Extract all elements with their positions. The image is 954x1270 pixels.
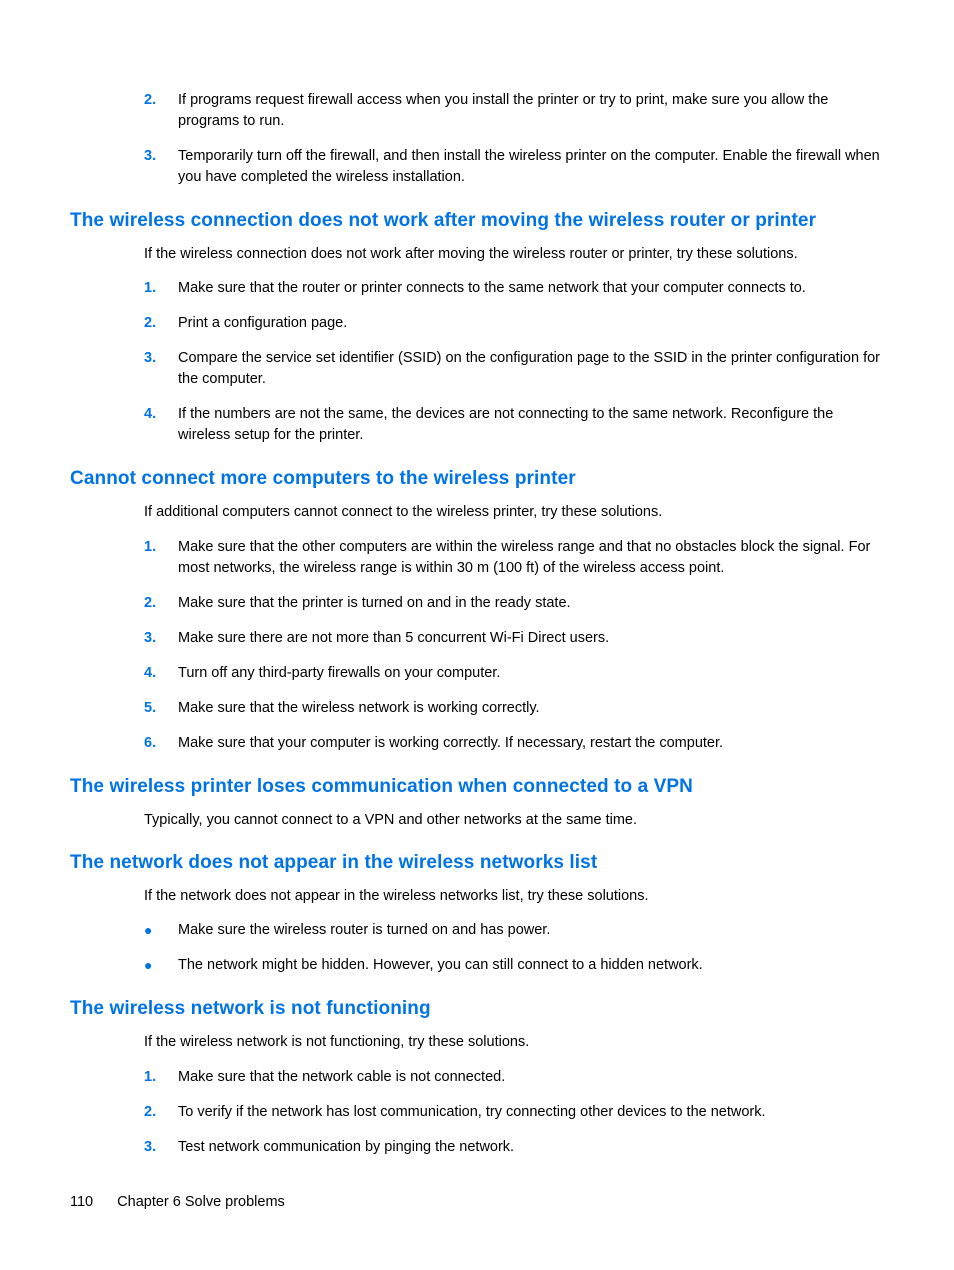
list-number: 3. [144,348,178,369]
section-heading: Cannot connect more computers to the wir… [70,468,884,490]
section-intro: If the wireless connection does not work… [144,244,884,264]
list-text: Print a configuration page. [178,313,884,334]
list-text: If programs request firewall access when… [178,90,884,132]
list-item: 4. Turn off any third-party firewalls on… [144,663,884,684]
section-intro: Typically, you cannot connect to a VPN a… [144,810,884,830]
list-number: 2. [144,90,178,111]
list-text: Compare the service set identifier (SSID… [178,348,884,390]
intro-ordered-list: 2. If programs request firewall access w… [144,90,884,188]
document-page: 2. If programs request firewall access w… [0,0,954,1158]
list-number: 2. [144,1102,178,1123]
list-text: If the numbers are not the same, the dev… [178,404,884,446]
section-intro: If additional computers cannot connect t… [144,502,884,522]
list-item: 1. Make sure that the router or printer … [144,278,884,299]
list-item: 1. Make sure that the other computers ar… [144,537,884,579]
bullet-icon: ● [144,955,178,976]
list-text: Make sure that the printer is turned on … [178,593,884,614]
ordered-list: 1. Make sure that the router or printer … [144,278,884,446]
list-item: 2. Print a configuration page. [144,313,884,334]
section-heading: The wireless network is not functioning [70,998,884,1020]
list-text: Make sure that the wireless network is w… [178,698,884,719]
page-footer: 110 Chapter 6 Solve problems [70,1194,285,1210]
list-number: 5. [144,698,178,719]
list-item: 2. Make sure that the printer is turned … [144,593,884,614]
list-item: 2. To verify if the network has lost com… [144,1102,884,1123]
list-text: The network might be hidden. However, yo… [178,955,884,976]
list-text: Make sure there are not more than 5 conc… [178,628,884,649]
unordered-list: ● Make sure the wireless router is turne… [144,920,884,976]
list-item: 4. If the numbers are not the same, the … [144,404,884,446]
bullet-icon: ● [144,920,178,941]
list-number: 2. [144,313,178,334]
list-number: 4. [144,404,178,425]
list-item: 3. Compare the service set identifier (S… [144,348,884,390]
list-item: 2. If programs request firewall access w… [144,90,884,132]
section-intro: If the wireless network is not functioni… [144,1032,884,1052]
section-intro: If the network does not appear in the wi… [144,886,884,906]
list-number: 4. [144,663,178,684]
list-item: ● The network might be hidden. However, … [144,955,884,976]
section-heading: The wireless printer loses communication… [70,776,884,798]
list-number: 2. [144,593,178,614]
list-item: 6. Make sure that your computer is worki… [144,733,884,754]
list-item: 1. Make sure that the network cable is n… [144,1067,884,1088]
list-text: Temporarily turn off the firewall, and t… [178,146,884,188]
chapter-label: Chapter 6 Solve problems [117,1194,285,1210]
list-text: Turn off any third-party firewalls on yo… [178,663,884,684]
section-heading: The network does not appear in the wirel… [70,852,884,874]
page-number: 110 [70,1194,93,1210]
list-number: 3. [144,146,178,167]
list-text: Make sure the wireless router is turned … [178,920,884,941]
list-item: ● Make sure the wireless router is turne… [144,920,884,941]
list-text: To verify if the network has lost commun… [178,1102,884,1123]
list-number: 1. [144,1067,178,1088]
list-number: 1. [144,537,178,558]
section-heading: The wireless connection does not work af… [70,210,884,232]
list-number: 3. [144,628,178,649]
list-item: 3. Test network communication by pinging… [144,1137,884,1158]
list-item: 3. Make sure there are not more than 5 c… [144,628,884,649]
ordered-list: 1. Make sure that the other computers ar… [144,537,884,754]
list-number: 1. [144,278,178,299]
ordered-list: 1. Make sure that the network cable is n… [144,1067,884,1158]
list-text: Make sure that the other computers are w… [178,537,884,579]
list-number: 6. [144,733,178,754]
list-text: Make sure that your computer is working … [178,733,884,754]
list-text: Make sure that the network cable is not … [178,1067,884,1088]
list-number: 3. [144,1137,178,1158]
list-text: Test network communication by pinging th… [178,1137,884,1158]
list-item: 5. Make sure that the wireless network i… [144,698,884,719]
list-text: Make sure that the router or printer con… [178,278,884,299]
list-item: 3. Temporarily turn off the firewall, an… [144,146,884,188]
